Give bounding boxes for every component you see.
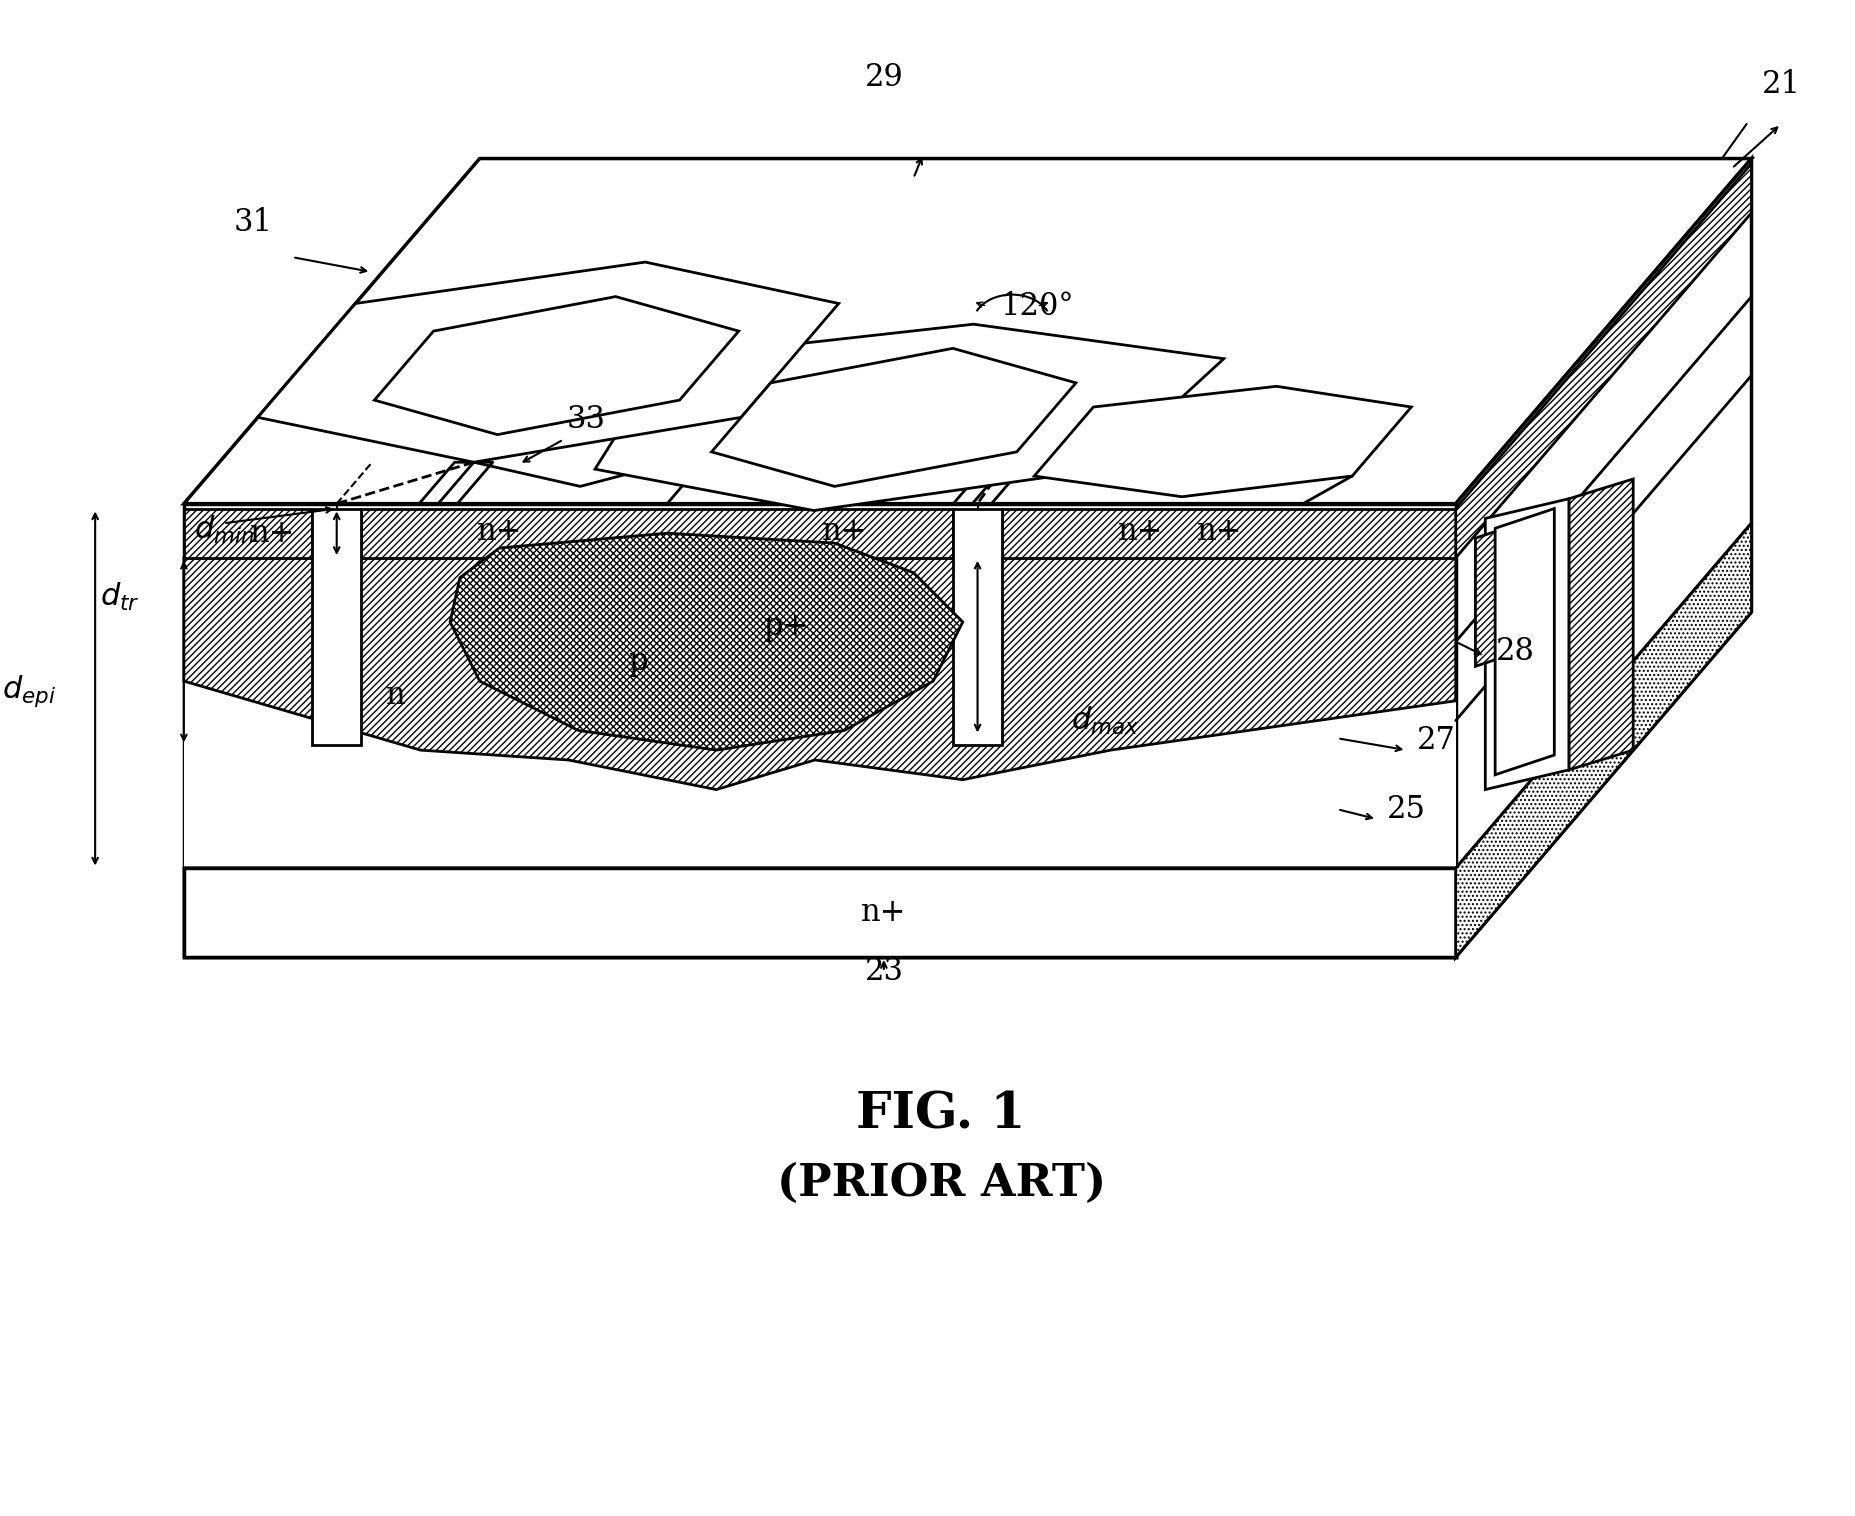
Polygon shape (1495, 508, 1553, 775)
Text: 33: 33 (566, 405, 605, 435)
Text: n+: n+ (861, 897, 905, 928)
Polygon shape (184, 553, 1454, 869)
Polygon shape (451, 534, 963, 750)
Text: $d_{tr}$: $d_{tr}$ (100, 581, 139, 614)
Text: FIG. 1: FIG. 1 (855, 1090, 1026, 1140)
Polygon shape (595, 324, 1222, 511)
Polygon shape (184, 508, 312, 558)
Text: p: p (627, 646, 647, 676)
Text: 27: 27 (1415, 725, 1454, 756)
Text: 23: 23 (864, 957, 903, 987)
Polygon shape (375, 297, 738, 435)
Polygon shape (1033, 387, 1410, 497)
Polygon shape (312, 508, 362, 746)
Polygon shape (1454, 159, 1751, 957)
Polygon shape (184, 159, 1751, 503)
Polygon shape (184, 869, 1454, 957)
Text: 120°: 120° (1000, 291, 1072, 321)
Text: 29: 29 (864, 62, 903, 92)
Polygon shape (362, 508, 952, 558)
Polygon shape (258, 262, 838, 462)
Text: n+: n+ (477, 515, 521, 547)
Text: $d_{epi}$: $d_{epi}$ (2, 673, 56, 709)
Polygon shape (1475, 518, 1534, 667)
Polygon shape (1454, 164, 1751, 558)
Text: 31: 31 (234, 208, 273, 238)
Text: n+: n+ (1196, 515, 1241, 547)
Text: (PRIOR ART): (PRIOR ART) (775, 1163, 1106, 1205)
Text: n+: n+ (822, 515, 866, 547)
Polygon shape (184, 869, 1454, 957)
Polygon shape (1484, 499, 1567, 790)
Polygon shape (184, 503, 1454, 957)
Text: $d_{min}$: $d_{min}$ (193, 514, 254, 546)
Polygon shape (1567, 479, 1632, 770)
Polygon shape (258, 303, 434, 417)
Polygon shape (710, 349, 1076, 487)
Polygon shape (1002, 508, 1454, 558)
Text: n: n (386, 681, 406, 711)
Text: 21: 21 (1760, 70, 1799, 100)
Text: 28: 28 (1495, 637, 1534, 667)
Text: n+: n+ (250, 517, 295, 549)
Text: $d_{max}$: $d_{max}$ (1070, 705, 1139, 737)
Polygon shape (184, 558, 1454, 790)
Polygon shape (184, 558, 1454, 869)
Text: p+: p+ (762, 611, 807, 643)
Text: n+: n+ (1117, 515, 1163, 547)
Text: 25: 25 (1386, 794, 1425, 825)
Polygon shape (952, 508, 1002, 746)
Polygon shape (1454, 523, 1751, 957)
